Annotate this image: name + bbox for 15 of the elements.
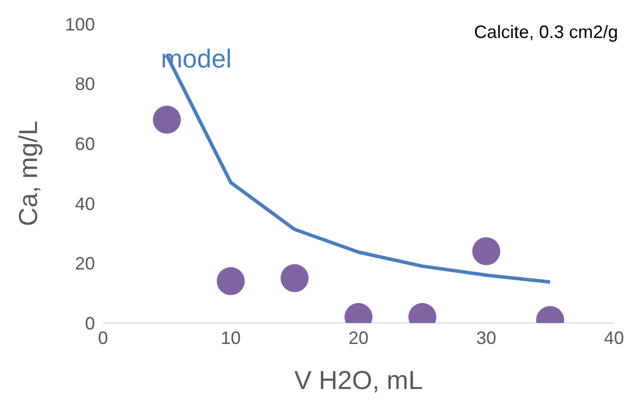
y-tick-label: 60 [74, 134, 95, 154]
x-tick-label: 20 [348, 328, 369, 348]
x-tick-label: 30 [476, 328, 496, 348]
x-tick-label: 0 [98, 328, 108, 348]
series-label: model [160, 43, 232, 74]
y-tick-label: 0 [84, 313, 95, 334]
x-tick-label: 40 [604, 328, 624, 348]
y-axis-title: Ca, mg/L [13, 120, 44, 226]
y-tick-label: 40 [74, 194, 95, 214]
x-tick-label: 10 [220, 328, 241, 348]
x-axis-title: V H2O, mL [294, 365, 423, 395]
y-tick-label: 80 [74, 74, 95, 94]
y-tick-label: 20 [74, 254, 95, 274]
y-tick-label: 100 [64, 14, 95, 34]
annotation: Calcite, 0.3 cm2/g [472, 21, 619, 44]
